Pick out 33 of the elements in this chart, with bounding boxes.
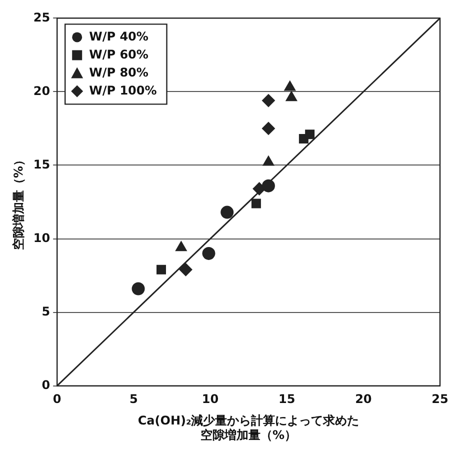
point xyxy=(262,122,275,135)
legend-label: W/P 60% xyxy=(89,47,148,62)
point xyxy=(251,198,261,208)
x-tick-label: 5 xyxy=(130,392,138,406)
y-tick-label: 25 xyxy=(33,10,50,24)
point xyxy=(220,206,234,219)
point xyxy=(202,246,216,260)
point xyxy=(286,91,298,102)
point xyxy=(156,264,166,274)
x-tick-label: 0 xyxy=(52,392,62,406)
y-tick-label: 10 xyxy=(33,230,50,245)
point xyxy=(252,182,266,196)
point xyxy=(175,241,187,252)
x-tick-label: 15 xyxy=(278,392,296,406)
point xyxy=(132,282,145,296)
point xyxy=(284,80,296,91)
x-tick-label: 10 xyxy=(202,392,219,406)
y-tick-label: 15 xyxy=(33,157,50,172)
x-tick-label: 20 xyxy=(355,392,372,406)
legend-label: W/P 80% xyxy=(89,65,148,80)
point xyxy=(262,156,274,166)
legend-label: W/P 40% xyxy=(89,29,148,44)
legend-label: W/P 100% xyxy=(89,83,157,98)
x-axis-title: Ca(OH)₂減少量から計算によって求めた空隙増加量（%） xyxy=(138,414,360,442)
point xyxy=(262,94,275,108)
point xyxy=(305,130,315,140)
y-tick-label: 5 xyxy=(42,304,50,318)
y-tick-label: 20 xyxy=(33,84,50,98)
y-axis-title: 空隙増加量（%） xyxy=(11,154,26,250)
y-tick-label: 0 xyxy=(42,378,50,392)
x-tick-label: 25 xyxy=(432,392,448,406)
point xyxy=(179,263,192,276)
point xyxy=(262,179,275,192)
